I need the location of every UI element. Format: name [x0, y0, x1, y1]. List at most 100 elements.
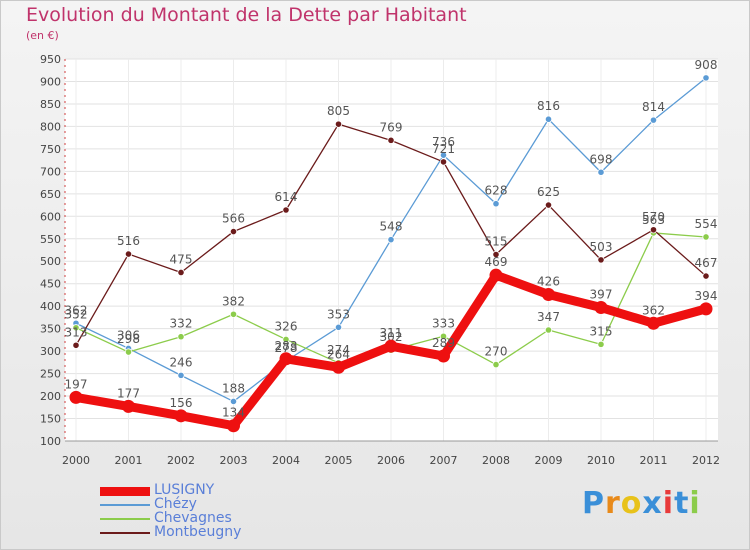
data-label: 156 — [170, 396, 193, 410]
data-point — [122, 399, 135, 413]
data-label: 516 — [117, 234, 140, 248]
y-tick-label: 450 — [40, 278, 61, 291]
y-tick-label: 850 — [40, 98, 61, 111]
data-point — [387, 236, 395, 244]
x-tick-label: 2003 — [220, 454, 248, 467]
y-tick-label: 300 — [40, 345, 61, 358]
x-tick-label: 2002 — [167, 454, 195, 467]
data-label: 333 — [432, 316, 455, 330]
data-label: 326 — [275, 319, 298, 333]
x-tick-label: 2009 — [535, 454, 563, 467]
data-label: 134 — [222, 406, 245, 420]
data-point — [492, 200, 500, 208]
logo-letter: i — [662, 486, 675, 521]
data-point — [124, 250, 133, 258]
data-point — [177, 268, 185, 277]
data-label: 352 — [65, 308, 88, 322]
data-point — [229, 227, 238, 236]
data-label: 362 — [642, 303, 665, 317]
data-label: 548 — [380, 220, 403, 234]
data-label: 298 — [117, 332, 140, 346]
data-label: 625 — [537, 185, 560, 199]
data-label: 283 — [275, 339, 298, 353]
legend-label: LUSIGNY — [154, 482, 215, 498]
data-label: 188 — [222, 381, 245, 395]
data-label: 332 — [170, 317, 193, 331]
y-tick-label: 650 — [40, 188, 61, 201]
data-point — [334, 323, 343, 331]
legend-label: Chézy — [154, 496, 197, 512]
data-point — [72, 324, 80, 332]
data-label: 814 — [642, 100, 665, 114]
x-tick-label: 2008 — [482, 454, 510, 467]
data-point — [279, 352, 293, 366]
data-point — [492, 360, 500, 369]
y-tick-label: 350 — [40, 323, 61, 336]
data-point — [699, 302, 713, 316]
data-label: 302 — [380, 330, 403, 344]
data-point — [437, 349, 450, 363]
x-tick-label: 2004 — [272, 454, 300, 467]
data-label: 177 — [117, 386, 140, 400]
data-label: 908 — [695, 58, 718, 72]
data-point — [439, 158, 448, 166]
data-point — [492, 250, 500, 259]
data-point — [227, 419, 240, 433]
data-label: 278 — [275, 341, 298, 355]
y-tick-label: 750 — [40, 143, 61, 156]
data-point — [489, 268, 503, 282]
data-label: 570 — [642, 210, 665, 224]
data-label: 721 — [432, 142, 455, 156]
data-point — [702, 272, 710, 280]
logo-letter: r — [605, 486, 621, 521]
legend-swatch — [100, 518, 150, 520]
data-point — [387, 136, 395, 144]
data-point — [647, 316, 660, 330]
data-label: 469 — [485, 255, 508, 269]
logo-letter: P — [582, 486, 605, 521]
data-point — [597, 256, 605, 264]
data-label: 397 — [590, 288, 613, 302]
data-label: 769 — [380, 120, 403, 134]
data-point — [542, 287, 555, 301]
y-tick-label: 250 — [40, 368, 61, 381]
data-label: 313 — [65, 325, 88, 339]
data-label: 805 — [327, 104, 350, 118]
y-tick-label: 400 — [40, 300, 61, 313]
legend-swatch — [100, 487, 150, 496]
y-tick-label: 550 — [40, 233, 61, 246]
data-label: 246 — [170, 355, 193, 369]
x-tick-label: 2010 — [587, 454, 615, 467]
data-point — [174, 409, 188, 423]
data-point — [177, 333, 185, 341]
legend-label: Chevagnes — [154, 510, 232, 526]
y-tick-label: 100 — [40, 435, 61, 448]
legend-label: Montbeugny — [154, 524, 242, 540]
data-point — [69, 390, 83, 404]
data-point — [384, 339, 398, 353]
data-label: 566 — [222, 212, 245, 226]
data-label: 515 — [485, 234, 508, 248]
x-tick-label: 2012 — [692, 454, 720, 467]
data-label: 628 — [485, 184, 508, 198]
proxiti-logo: Proxiti — [582, 486, 701, 521]
data-label: 197 — [65, 377, 88, 391]
data-point — [334, 120, 343, 128]
data-point — [597, 168, 605, 176]
data-label: 736 — [432, 135, 455, 149]
data-point — [177, 371, 185, 379]
data-point — [544, 326, 553, 334]
data-point — [229, 397, 238, 406]
data-label: 306 — [117, 328, 140, 342]
y-tick-label: 150 — [40, 413, 61, 426]
data-point — [544, 201, 553, 209]
data-label: 315 — [590, 324, 613, 338]
data-label: 264 — [327, 347, 350, 361]
data-label: 475 — [170, 252, 193, 266]
data-label: 614 — [275, 190, 298, 204]
x-tick-label: 2007 — [430, 454, 458, 467]
y-tick-label: 500 — [40, 255, 61, 268]
data-label: 382 — [222, 294, 245, 308]
data-label: 289 — [432, 336, 455, 350]
legend-swatch — [100, 504, 150, 506]
